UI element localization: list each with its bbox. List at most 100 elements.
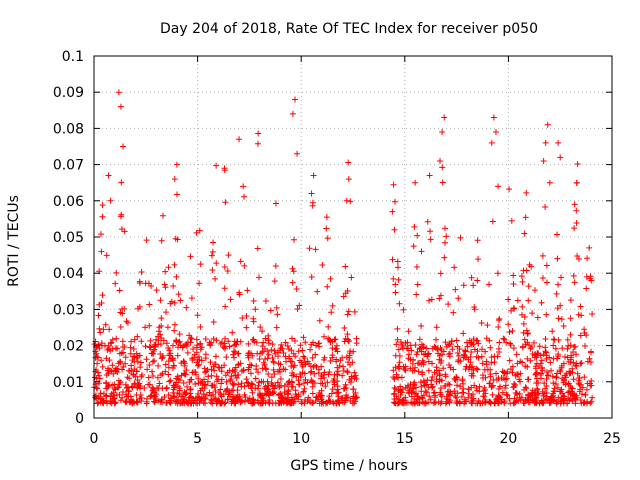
data-point [307,363,314,370]
data-point [554,384,561,391]
data-point [584,255,591,262]
data-point [221,264,228,271]
data-point [311,370,318,377]
data-point [186,394,193,401]
data-point [468,398,475,405]
data-point [543,311,550,318]
data-point [564,336,571,343]
data-point [187,386,194,393]
data-point [523,385,530,392]
data-point [288,363,295,370]
data-point [208,252,215,259]
data-point [108,339,115,346]
data-point [583,386,590,393]
data-point [503,375,510,382]
data-point [342,263,349,270]
data-point [237,399,244,406]
data-point [501,369,508,376]
data-point [329,345,336,352]
y-tick-label: 0.05 [53,230,84,246]
grid [94,56,612,418]
data-point [351,374,358,381]
data-point [424,218,431,225]
data-point [119,344,126,351]
data-point [399,400,406,407]
data-point [149,372,156,379]
data-point [162,361,169,368]
data-point [166,378,173,385]
data-point [478,319,485,326]
data-point [436,367,443,374]
data-point [589,310,596,317]
data-point [162,268,169,275]
data-point [265,391,272,398]
data-point [401,366,408,373]
x-tick-label: 0 [90,431,99,447]
data-point [522,397,529,404]
data-point [396,399,403,406]
data-point [245,380,252,387]
data-point [321,369,328,376]
data-point [501,400,508,407]
data-point [226,343,233,350]
data-point [292,353,299,360]
data-point [246,349,253,356]
data-point [448,338,455,345]
data-point [181,362,188,369]
data-point [308,274,315,281]
data-point [532,371,539,378]
data-point [222,399,229,406]
data-point [445,301,452,308]
data-point [583,285,590,292]
data-point [203,392,210,399]
data-point [273,324,280,331]
data-point [261,361,268,368]
data-point [445,351,452,358]
data-point [95,312,102,319]
data-point [275,392,282,399]
data-point [127,393,134,400]
data-point [152,397,159,404]
data-point [298,398,305,405]
data-point [197,261,204,268]
data-point [436,376,443,383]
data-point [301,400,308,407]
data-point [235,381,242,388]
data-point [245,340,252,347]
data-point [492,396,499,403]
data-point [513,390,520,397]
data-point [326,336,333,343]
data-point [568,388,575,395]
data-point [262,399,269,406]
data-point [553,374,560,381]
data-point [118,226,125,233]
data-point [282,366,289,373]
data-point [285,386,292,393]
data-point [583,399,590,406]
data-point [97,390,104,397]
data-point [297,374,304,381]
data-point [582,392,589,399]
x-tick-label: 25 [603,431,621,447]
data-point [278,341,285,348]
data-point [453,337,460,344]
data-point [308,368,315,375]
data-point [471,382,478,389]
data-point [111,395,118,402]
data-point [570,359,577,366]
data-point [158,315,165,322]
data-point [554,370,561,377]
data-point [255,130,262,137]
data-point [552,381,559,388]
data-point [250,336,257,343]
data-point [97,231,104,238]
data-point [523,267,530,274]
data-point [209,266,216,273]
data-point [100,397,107,404]
data-point [400,345,406,352]
data-point [159,212,166,219]
data-point [488,383,495,390]
data-point [130,353,137,360]
data-point [426,297,433,304]
data-point [555,352,562,359]
